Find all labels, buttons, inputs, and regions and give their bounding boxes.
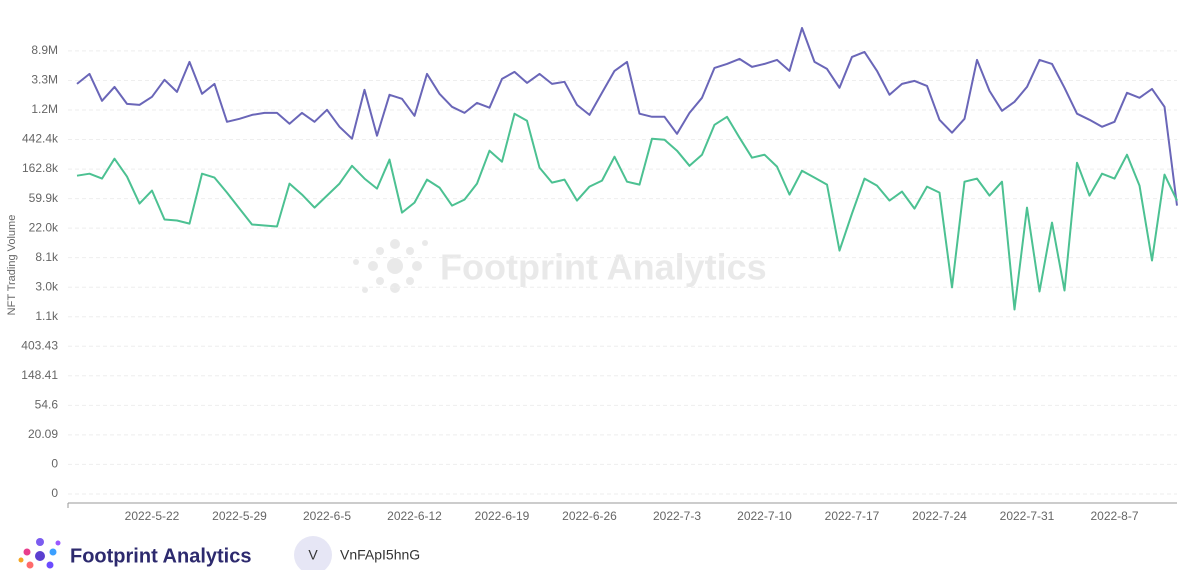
y-tick-label: 22.0k [29,220,59,234]
y-tick-label: 442.4k [22,132,59,146]
y-tick-label: 3.3M [31,73,58,87]
brand-name: Footprint Analytics [70,545,251,567]
y-tick-label: 0 [51,457,58,471]
x-tick-label: 2022-7-24 [912,509,967,523]
y-tick-label: 54.6 [35,398,59,412]
y-tick-label: 8.1k [35,250,59,264]
series-line [76,112,1178,311]
y-tick-label: 0 [51,486,58,500]
x-tick-label: 2022-6-12 [387,509,442,523]
watermark-text: Footprint Analytics [440,247,767,288]
y-tick-label: 162.8k [22,161,59,175]
x-tick-label: 2022-7-31 [1000,509,1055,523]
x-tick-label: 2022-7-10 [737,509,792,523]
watermark: Footprint Analytics [353,239,767,293]
footer: Footprint Analytics V VnFApI5hnG [18,536,420,574]
y-tick-label: 59.9k [29,191,59,205]
avatar [294,536,332,574]
x-tick-label: 2022-7-3 [653,509,701,523]
brand-logo [18,538,61,569]
x-tick-label: 2022-8-7 [1090,509,1138,523]
series-line [76,27,1178,206]
x-tick-label: 2022-5-22 [125,509,180,523]
user-name: VnFApI5hnG [340,547,420,563]
x-tick-label: 2022-5-29 [212,509,267,523]
x-tick-label: 2022-6-19 [475,509,530,523]
y-tick-label: 1.1k [35,309,59,323]
x-tick-label: 2022-6-26 [562,509,617,523]
x-tick-label: 2022-6-5 [303,509,351,523]
y-tick-label: 20.09 [28,427,58,441]
avatar-letter: V [308,547,318,563]
y-axis-label: NFT Trading Volume [6,215,18,316]
x-tick-label: 2022-7-17 [825,509,880,523]
y-tick-label: 3.0k [35,279,59,293]
y-tick-label: 8.9M [31,43,58,57]
y-tick-label: 1.2M [31,102,58,116]
y-tick-label: 148.41 [21,368,58,382]
y-tick-label: 403.43 [21,338,58,352]
